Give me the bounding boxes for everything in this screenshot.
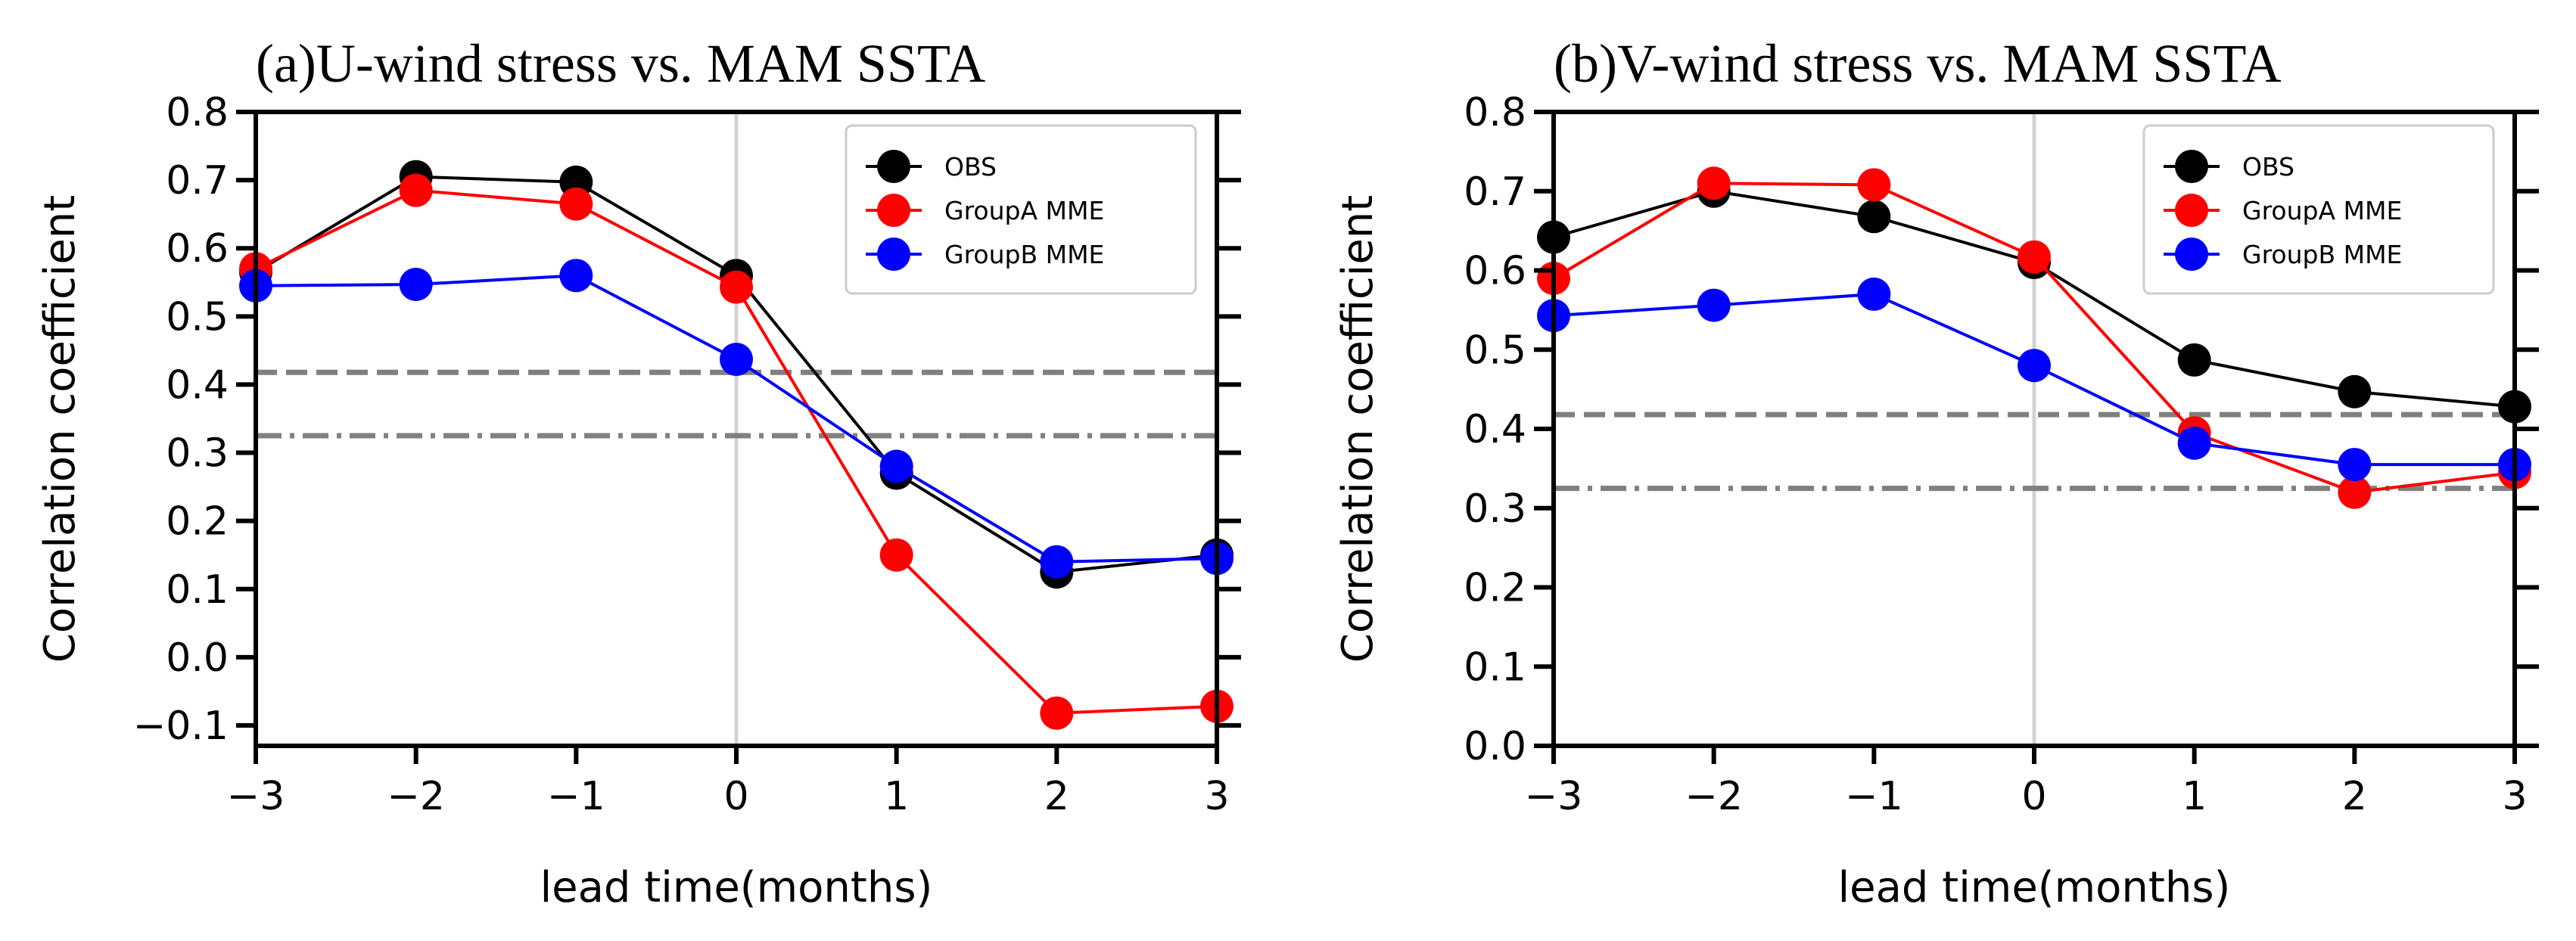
legend-marker-0 — [2175, 150, 2208, 183]
data-point-0-4 — [2177, 343, 2211, 377]
y-tick-label: 0.2 — [166, 499, 229, 545]
y-tick-label: 0.4 — [166, 362, 229, 408]
chart-title: (a)U-wind stress vs. MAM SSTA — [256, 33, 985, 94]
y-tick-label: 0.3 — [166, 431, 229, 477]
data-point-2-1 — [399, 267, 433, 301]
panel-b: (b)V-wind stress vs. MAM SSTA 0.0 0.1 0.2 0.… — [1333, 33, 2539, 912]
x-tick-label: 3 — [2502, 774, 2527, 819]
data-point-1-4 — [879, 538, 913, 572]
chart-title: (b)V-wind stress vs. MAM SSTA — [1554, 33, 2282, 94]
data-point-2-2 — [1857, 277, 1891, 311]
legend-marker-2 — [2175, 238, 2208, 271]
data-point-2-4 — [879, 449, 913, 483]
legend-label-0: OBS — [2242, 152, 2294, 182]
legend-label-0: OBS — [944, 152, 997, 182]
data-point-1-5 — [2338, 475, 2372, 509]
data-point-1-2 — [1857, 168, 1891, 202]
x-tick-label: 2 — [1044, 774, 1069, 819]
data-point-1-2 — [559, 187, 593, 221]
x-tick-label: −2 — [1685, 774, 1743, 819]
data-point-2-3 — [720, 343, 753, 377]
x-tick-label: −3 — [1525, 774, 1583, 819]
legend-box — [845, 124, 1197, 295]
y-tick-label: 0.1 — [166, 567, 229, 613]
y-tick-label: 0.5 — [166, 294, 229, 340]
legend-label-2: GroupB MME — [944, 240, 1104, 269]
y-tick-label: 0.1 — [1464, 644, 1526, 690]
y-tick-label: 0.7 — [1464, 169, 1526, 215]
x-tick-label: 0 — [723, 774, 748, 819]
legend-marker-1 — [877, 194, 910, 227]
legend-marker-0 — [877, 150, 910, 183]
data-point-2-3 — [2018, 349, 2051, 383]
y-tick-label: 0.6 — [166, 226, 229, 272]
x-tick-label: 0 — [2021, 774, 2046, 819]
y-tick-label: 0.4 — [1464, 407, 1526, 452]
data-point-1-3 — [2018, 240, 2051, 274]
legend-label-2: GroupB MME — [2242, 240, 2402, 269]
y-tick-label: −0.1 — [133, 703, 229, 749]
x-axis-label: lead time(months) — [1838, 863, 2231, 912]
data-point-2-4 — [2177, 426, 2211, 460]
data-point-1-1 — [1697, 166, 1731, 200]
x-tick-label: 1 — [884, 774, 909, 819]
x-tick-label: −1 — [1845, 774, 1903, 819]
legend-box — [2142, 124, 2495, 295]
data-point-0-5 — [2338, 374, 2372, 408]
y-tick-label: 0.0 — [1464, 724, 1526, 769]
x-tick-label: −3 — [227, 774, 285, 819]
y-axis-label: Correlation coefficient — [1333, 195, 1383, 663]
x-tick-label: 2 — [2342, 774, 2367, 819]
panel-a: (a)U-wind stress vs. MAM SSTA −0.1 0.0 0.1 0… — [36, 33, 1241, 912]
y-tick-label: 0.0 — [166, 635, 229, 681]
y-axis-label: Correlation coefficient — [36, 195, 85, 663]
legend-marker-1 — [2175, 194, 2208, 227]
y-tick-label: 0.2 — [1464, 566, 1526, 611]
legend-marker-2 — [877, 238, 910, 271]
data-point-0-2 — [1857, 200, 1891, 234]
data-point-1-5 — [1040, 696, 1074, 730]
data-point-2-5 — [2338, 448, 2372, 482]
x-tick-label: −1 — [547, 774, 605, 819]
x-tick-label: 1 — [2182, 774, 2207, 819]
data-point-2-1 — [1697, 288, 1731, 322]
data-point-1-3 — [720, 270, 753, 304]
data-point-1-1 — [399, 173, 433, 207]
y-tick-label: 0.7 — [166, 158, 229, 203]
y-tick-label: 0.8 — [166, 90, 229, 135]
legend-label-1: GroupA MME — [944, 196, 1104, 225]
y-tick-label: 0.5 — [1464, 328, 1526, 373]
x-tick-label: 3 — [1204, 774, 1229, 819]
x-tick-label: −2 — [387, 774, 445, 819]
x-axis-label: lead time(months) — [540, 863, 933, 912]
y-tick-label: 0.3 — [1464, 486, 1526, 532]
y-tick-label: 0.6 — [1464, 249, 1526, 294]
y-tick-label: 0.8 — [1464, 90, 1526, 135]
legend-label-1: GroupA MME — [2242, 196, 2402, 225]
data-point-2-2 — [559, 259, 593, 293]
data-point-2-5 — [1040, 545, 1074, 579]
